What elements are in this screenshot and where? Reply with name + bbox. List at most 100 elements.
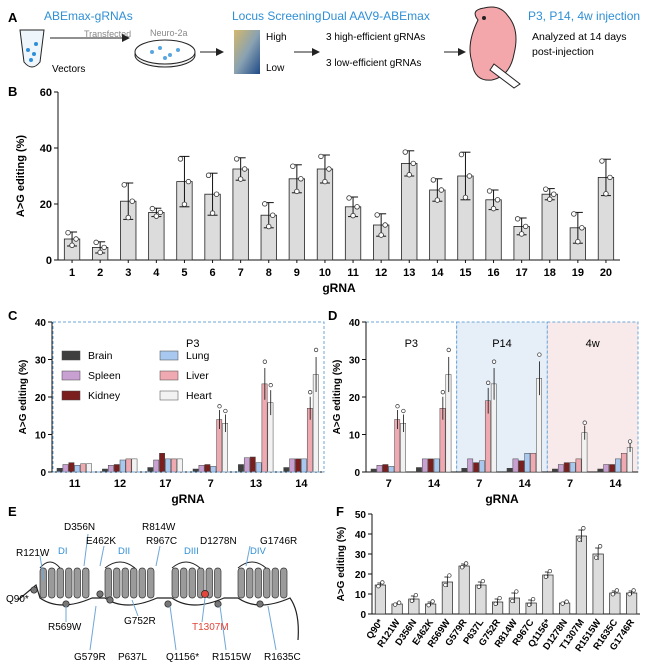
- replicate-point: [270, 212, 276, 218]
- high-label: High: [266, 32, 287, 43]
- panel-d-letter: D: [328, 308, 337, 323]
- x-tick-label-grna-7: 7: [208, 478, 214, 490]
- tm-helix: [188, 567, 196, 599]
- mut-label-g1746r: G1746R: [260, 536, 297, 547]
- bar-lung-grna-7: [479, 460, 485, 473]
- replicate-point: [294, 188, 300, 195]
- bar-kidney-grna-7: [473, 462, 479, 473]
- bar-liver-grna-7: [575, 458, 582, 473]
- x-tick-label-grna-7: 7: [238, 267, 244, 279]
- replicate-point: [308, 390, 313, 395]
- replicate-point: [268, 382, 273, 388]
- panel-a: A ABEmax-gRNAs Transfected Neuro-2a Vect…: [8, 6, 640, 89]
- replicate-point: [607, 174, 613, 181]
- mutation-pointer-line: [219, 605, 227, 651]
- bar-lung-grna-14: [615, 458, 621, 473]
- y-axis-label: A>G editing (%): [336, 527, 347, 602]
- replicate-point: [631, 588, 636, 593]
- replicate-point: [518, 231, 525, 237]
- replicate-point: [380, 580, 385, 585]
- chart-c-tissue-p3: 0 10 20 30 40 A>G editing (%) 11 12 17 7 13 14 gRNA P…: [18, 318, 325, 506]
- mutation-pointer-line: [83, 533, 89, 567]
- bar-kidney-grna-14: [427, 458, 434, 473]
- replicate-point: [614, 588, 620, 593]
- tube-icon: [19, 29, 45, 68]
- replicate-point: [149, 205, 156, 212]
- replicate-point: [73, 236, 79, 242]
- bar-liver-grna-12: [125, 458, 132, 473]
- x-tick-label-grna-13: 13: [403, 267, 415, 279]
- tm-helix: [280, 567, 288, 599]
- bar-heart-grna-17: [176, 458, 183, 473]
- cell-line-label: Neuro-2a: [150, 28, 188, 38]
- replicate-point: [125, 214, 131, 221]
- replicate-point: [551, 191, 557, 197]
- replicate-point: [298, 176, 304, 182]
- x-tick-label-grna-14: 14: [431, 267, 444, 279]
- y-axis-label: A>G editing (%): [332, 360, 343, 435]
- x-axis-label: gRNA: [485, 492, 519, 506]
- replicate-point: [486, 188, 493, 194]
- replicate-point: [440, 390, 445, 395]
- legend-swatch-kidney: [61, 390, 81, 401]
- replicate-point: [446, 347, 451, 353]
- legend-swatch-lung: [159, 350, 179, 361]
- bar-kidney-grna-14: [518, 460, 525, 473]
- replicate-point: [396, 600, 402, 605]
- y-tick-label: 0: [40, 468, 46, 479]
- replicate-point: [462, 194, 469, 201]
- replicate-point: [443, 582, 448, 588]
- tm-helix: [113, 567, 121, 599]
- bar-spleen-grna-7: [557, 464, 564, 473]
- domain-label-div: DIV: [250, 546, 267, 557]
- bar-brain-grna-7: [192, 468, 199, 473]
- mut-label-r121w: R121W: [16, 548, 50, 559]
- replicate-point: [410, 160, 416, 167]
- panel-c-letter: C: [8, 308, 18, 323]
- replicate-point: [599, 158, 605, 164]
- timepoint-label-p3: P3: [405, 338, 418, 350]
- panel-a-letter: A: [8, 10, 18, 25]
- replicate-point: [290, 163, 296, 169]
- replicate-point: [322, 178, 328, 185]
- analyzed-line-2: post-injection: [532, 46, 594, 58]
- replicate-point: [564, 599, 569, 604]
- replicate-point: [530, 596, 536, 602]
- replicate-point: [185, 178, 192, 185]
- bar-lung-grna-14: [301, 458, 307, 473]
- tm-helix: [73, 567, 81, 599]
- bar-q1156: [542, 574, 554, 615]
- arrow-4-head: [458, 48, 466, 56]
- replicate-point: [463, 561, 469, 566]
- bar-grna-7: [232, 168, 249, 261]
- mutation-pointer-line: [89, 605, 97, 651]
- bar-kidney-grna-13: [249, 456, 256, 473]
- bar-kidney-grna-12: [113, 464, 120, 473]
- y-tick-label: 30: [355, 550, 367, 561]
- x-tick-label-grna-11: 11: [69, 478, 81, 490]
- bar-brain-grna-14: [416, 467, 422, 473]
- replicate-point: [430, 599, 435, 604]
- tm-helix: [104, 567, 112, 599]
- tm-helix: [48, 567, 56, 599]
- y-tick-label: 60: [40, 87, 52, 99]
- replicate-point: [491, 359, 497, 364]
- tm-helix: [263, 567, 271, 599]
- replicate-point: [447, 573, 452, 578]
- mutation-site-dot: [214, 600, 222, 608]
- mutation-pointer-line: [169, 605, 177, 651]
- tm-helix: [197, 567, 205, 599]
- transmembrane-helices: [17, 533, 299, 651]
- mut-label-r814w: R814W: [142, 522, 176, 533]
- bar-liver-grna-14: [530, 453, 537, 473]
- bar-lung-grna-11: [74, 465, 81, 473]
- mutation-site-dot: [106, 596, 114, 604]
- x-tick-label-grna-2: 2: [97, 267, 103, 279]
- replicate-point: [129, 198, 135, 204]
- x-tick-label-grna-19: 19: [572, 267, 584, 279]
- y-tick-label: 0: [46, 255, 52, 267]
- mut-label-t1307m: T1307M: [192, 622, 229, 633]
- replicate-point: [493, 601, 498, 606]
- replicate-point: [577, 537, 582, 542]
- replicate-point: [409, 598, 415, 603]
